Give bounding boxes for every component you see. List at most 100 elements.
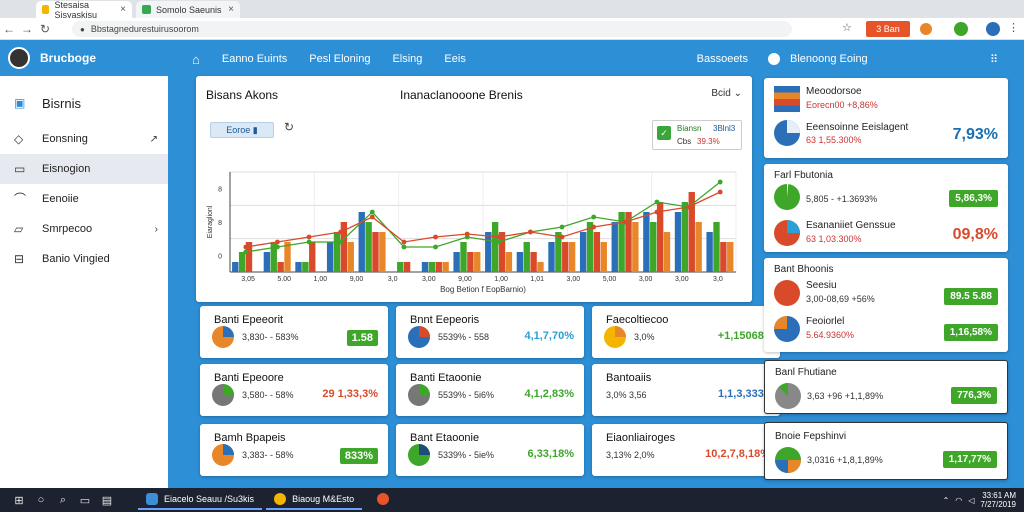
bar bbox=[277, 262, 284, 272]
task-view-icon[interactable]: ⌕ bbox=[59, 493, 67, 506]
sidebar-item-eisnogion[interactable]: ▭ Eisnogion bbox=[0, 154, 168, 184]
home-icon[interactable]: ⌂ bbox=[192, 51, 200, 67]
card-label: Banl Fhutiane bbox=[775, 367, 837, 378]
firefox-icon[interactable] bbox=[372, 492, 394, 508]
close-icon[interactable]: × bbox=[228, 4, 234, 15]
dashboard-app: Brucboge ▣ Bisrnis ◇ Eonsning ↗ ▭ Eisnog… bbox=[0, 40, 1024, 488]
y-tick-label: 8 bbox=[218, 220, 222, 227]
card-sub: 5.64.9360% bbox=[806, 330, 855, 340]
chart-select[interactable]: Bcid ⌄ bbox=[711, 88, 742, 99]
x-tick-label: 3,00 bbox=[675, 276, 689, 283]
nav-item[interactable]: Eanno Euints bbox=[221, 53, 288, 65]
card-value: 7,93% bbox=[952, 126, 998, 143]
account-icon[interactable] bbox=[986, 22, 1000, 36]
clock-time: 33:61 AM bbox=[982, 491, 1016, 500]
stat-card[interactable]: Banti Epeoore 3,580- - 58% 29 1,33,3% bbox=[200, 364, 388, 416]
card-sub: 63 1,55.300% bbox=[806, 135, 862, 145]
sidebar-item-eonsning[interactable]: ◇ Eonsning ↗ bbox=[0, 124, 168, 154]
extension-badge[interactable]: 3 Ban bbox=[866, 21, 910, 37]
new-tab-button[interactable] bbox=[246, 1, 266, 18]
trend-line-red-point bbox=[401, 239, 407, 245]
sidebar-item-bisrnis[interactable]: ▣ Bisrnis bbox=[0, 82, 168, 124]
bar bbox=[460, 242, 467, 272]
profile-icon[interactable] bbox=[954, 22, 968, 36]
camera-icon: ▮ bbox=[252, 124, 258, 135]
refresh-icon[interactable]: ↻ bbox=[284, 120, 295, 134]
trend-line-green-point bbox=[401, 244, 407, 250]
wifi-icon[interactable]: ◠ bbox=[955, 495, 963, 505]
stat-card[interactable]: Banti Etaoonie 5539% - 5i6% 4,1,2,83% bbox=[396, 364, 584, 416]
sidebar-item-eenoiie[interactable]: ⌒ Eenoiie bbox=[0, 184, 168, 214]
close-icon[interactable]: × bbox=[120, 4, 126, 15]
chart-button-label: Eoroe bbox=[226, 125, 251, 135]
right-card-4: Banl Fhutiane 3,63 +96 +1,1,89% 776,3% bbox=[764, 360, 1008, 414]
bar bbox=[372, 232, 379, 272]
shield-icon: ◇ bbox=[14, 132, 24, 146]
sidebar-item-smrpecoo[interactable]: ▱ Smrpecoo › bbox=[0, 214, 168, 244]
chart-filter-button[interactable]: Eoroe ▮ bbox=[210, 122, 274, 138]
trend-line-red-point bbox=[496, 234, 502, 240]
nav-item[interactable]: Eeis bbox=[444, 53, 466, 65]
trend-line-red-point bbox=[654, 209, 660, 215]
forward-icon[interactable]: → bbox=[21, 21, 33, 36]
clock[interactable]: 33:61 AM 7/27/2019 bbox=[980, 491, 1016, 509]
trend-line-red-point bbox=[686, 204, 691, 210]
bar bbox=[467, 252, 474, 272]
trend-line-green-point bbox=[369, 209, 375, 215]
search-icon[interactable]: ○ bbox=[37, 494, 45, 506]
stat-card[interactable]: Bantoaiis 3,0% 3,56 1,1,3,3336 bbox=[592, 364, 780, 416]
folder-icon[interactable]: ▤ bbox=[101, 494, 113, 507]
stat-card[interactable]: Eiaonliairoges 3,13% 2,0% 10,2,7,8,18% bbox=[592, 424, 780, 476]
favicon-icon bbox=[42, 5, 50, 14]
avatar[interactable] bbox=[8, 47, 30, 69]
url-input[interactable]: ● Bbstagnedurestuirusoorom bbox=[72, 21, 792, 37]
bar bbox=[706, 232, 713, 272]
sidebar: Brucboge ▣ Bisrnis ◇ Eonsning ↗ ▭ Eisnog… bbox=[0, 40, 168, 488]
trend-line-red bbox=[245, 191, 721, 248]
stat-sub: 3,383- - 58% bbox=[242, 450, 294, 460]
stat-card[interactable]: Bnnt Eepeoris 5539% - 558 4,1,7,70% bbox=[396, 306, 584, 358]
back-icon[interactable]: ← bbox=[3, 21, 15, 36]
stat-card[interactable]: Bant Etaoonie 5339% - 5ie% 6,33,18% bbox=[396, 424, 584, 476]
x-tick-label: 1,01 bbox=[530, 276, 544, 283]
bar bbox=[238, 252, 246, 272]
taskbar-app-2[interactable]: Biaoug M&Esto bbox=[266, 490, 363, 510]
browser-tab-1[interactable]: Stesaisa Sisyaskisu × bbox=[36, 0, 132, 20]
star-icon[interactable]: ☆ bbox=[842, 22, 852, 34]
trend-line-green-point bbox=[433, 244, 438, 250]
stat-card[interactable]: Bamh Bpapeis 3,383- - 58% 833% bbox=[200, 424, 388, 476]
lock-icon: ● bbox=[80, 24, 85, 34]
bar bbox=[397, 262, 404, 272]
start-icon[interactable]: ⊞ bbox=[14, 494, 24, 507]
legend-value: 39.3% bbox=[697, 137, 720, 146]
bar bbox=[695, 222, 702, 272]
bar bbox=[340, 222, 348, 272]
reload-icon[interactable]: ↻ bbox=[39, 21, 51, 36]
grid-menu-icon[interactable]: ⠿ bbox=[989, 53, 998, 66]
taskbar-app-1[interactable]: Eiacelo Seauu /Su3kis bbox=[138, 490, 263, 510]
pie-icon bbox=[775, 447, 801, 473]
stat-value: 833% bbox=[339, 448, 378, 464]
sidebar-header: Brucboge bbox=[0, 40, 168, 76]
browser-tab-2[interactable]: Somolo Saeunis × bbox=[136, 1, 240, 18]
card-label: Feoiorlel bbox=[806, 316, 845, 327]
more-menu-icon[interactable]: ⋮ bbox=[1008, 22, 1019, 34]
chart-legend: ✓ Biansn 3Blnl3 Cbs 39.3% bbox=[652, 120, 742, 150]
nav-right-menu[interactable]: Bassoeets bbox=[696, 53, 748, 65]
extension-icon[interactable] bbox=[920, 23, 932, 35]
pie-icon bbox=[774, 184, 800, 210]
card-sub: 5,805 - +1.3693% bbox=[806, 194, 878, 204]
bar bbox=[347, 242, 354, 272]
card-label: Farl Fbutonia bbox=[774, 170, 833, 181]
stat-card[interactable]: Banti Epeeorit 3,830- - 583% 1.58 bbox=[200, 306, 388, 358]
bar bbox=[302, 262, 309, 272]
volume-icon[interactable]: ◁ bbox=[968, 495, 975, 505]
sidebar-item-banio-vingied[interactable]: ⊟ Banio Vingied bbox=[0, 244, 168, 274]
nav-item[interactable]: Elsing bbox=[392, 53, 423, 65]
widgets-icon[interactable]: ▭ bbox=[79, 494, 91, 507]
nav-item[interactable]: Pesl Eloning bbox=[309, 53, 371, 65]
stat-card[interactable]: Faecoltiecoo 3,0% +1,150683 bbox=[592, 306, 780, 358]
sidebar-item-label: Banio Vingied bbox=[42, 253, 110, 265]
card-label: Seesiu bbox=[806, 280, 837, 291]
chevron-up-icon[interactable]: ⌃ bbox=[942, 495, 950, 505]
